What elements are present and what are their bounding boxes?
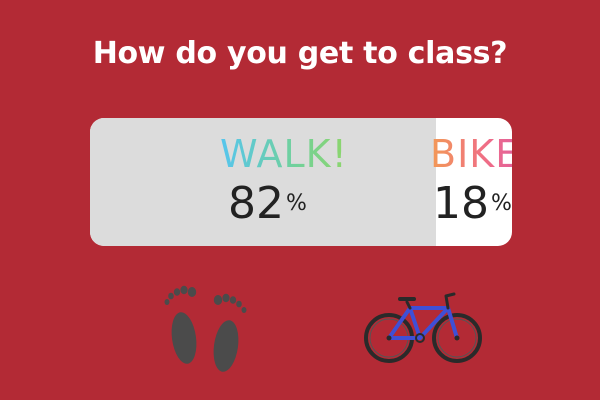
bicycle-icon xyxy=(364,292,482,363)
poll-result-fill-walk xyxy=(90,118,437,246)
option-percent-bike: 18% xyxy=(433,182,512,226)
option-label-bike[interactable]: BIKE! xyxy=(430,132,512,176)
poll-question: How do you get to class? xyxy=(92,36,508,71)
option-percent-walk: 82% xyxy=(228,182,307,226)
footprints-icon xyxy=(164,285,247,372)
option-label-walk[interactable]: WALK! xyxy=(220,132,348,176)
option-percent-walk-value: 82 xyxy=(228,178,284,229)
option-percent-bike-value: 18 xyxy=(433,178,489,229)
option-percent-bike-unit: % xyxy=(491,191,512,216)
option-percent-walk-unit: % xyxy=(286,191,307,216)
poll-sticker[interactable]: WALK! 82% BIKE! 18% xyxy=(90,118,512,246)
